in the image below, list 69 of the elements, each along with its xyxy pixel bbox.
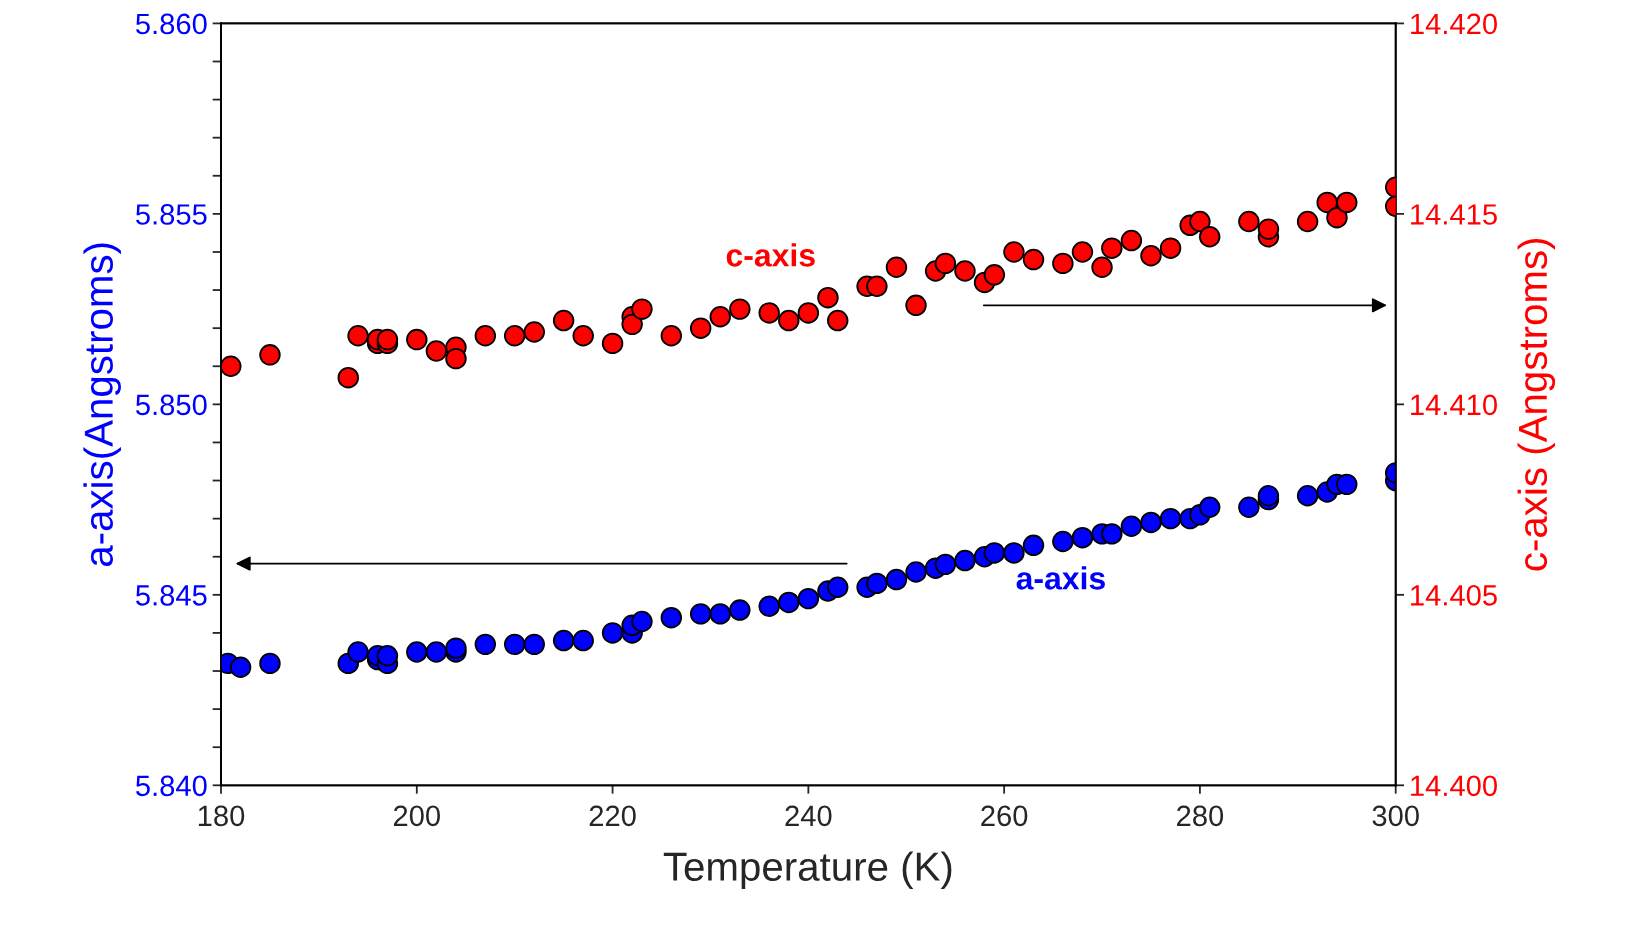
point xyxy=(797,302,820,324)
point xyxy=(1052,252,1074,275)
x-tick-label: 180 xyxy=(198,805,245,827)
y2-tick-label: 14.405 xyxy=(1411,585,1497,606)
point xyxy=(1316,191,1338,214)
point xyxy=(934,252,957,275)
y-tick-label: 5.860 xyxy=(136,13,207,35)
point xyxy=(905,294,927,317)
point xyxy=(347,325,369,347)
point xyxy=(778,309,800,332)
point xyxy=(631,298,653,320)
point xyxy=(689,317,712,339)
point xyxy=(572,325,594,347)
x-tick-label: 240 xyxy=(785,805,832,827)
point xyxy=(445,347,467,370)
point xyxy=(601,332,624,355)
point xyxy=(729,298,751,320)
annotation: c-axis xyxy=(726,243,815,267)
x-tick-label: 200 xyxy=(393,805,440,827)
point xyxy=(1022,248,1045,271)
y-tick-label: 5.840 xyxy=(136,775,207,797)
x-tick-label: 220 xyxy=(589,805,636,827)
point xyxy=(1091,256,1113,278)
x-axis-title: Temperature (K) xyxy=(663,851,952,889)
y2-axis-title: c-axis (Angstroms) xyxy=(1517,239,1556,571)
y2-tick-label: 14.410 xyxy=(1411,394,1497,416)
point xyxy=(1101,237,1123,259)
point xyxy=(523,321,545,343)
point xyxy=(954,260,976,282)
point xyxy=(1159,237,1182,259)
point xyxy=(425,340,448,362)
point xyxy=(337,366,359,389)
point xyxy=(758,302,780,324)
point xyxy=(826,309,849,332)
y2-tick-label: 14.420 xyxy=(1411,13,1497,35)
point xyxy=(1071,241,1094,263)
point xyxy=(1198,226,1221,248)
point xyxy=(1296,210,1319,233)
point xyxy=(406,328,428,351)
point xyxy=(866,275,888,297)
point xyxy=(709,306,731,328)
y-tick-label: 5.855 xyxy=(136,204,207,225)
point xyxy=(552,309,575,332)
y2-tick-label: 14.400 xyxy=(1411,775,1497,797)
annotation: a-axis xyxy=(1016,566,1105,590)
point xyxy=(817,286,839,309)
point xyxy=(660,325,683,347)
x-tick-label: 260 xyxy=(981,805,1028,827)
x-tick-label: 300 xyxy=(1372,805,1419,827)
point xyxy=(259,344,281,366)
point xyxy=(983,264,1006,286)
point xyxy=(1140,245,1162,267)
y-axis-title: a-axis(Angstroms) xyxy=(83,243,121,567)
point xyxy=(1189,210,1211,233)
point xyxy=(221,355,242,377)
point xyxy=(1238,210,1260,233)
x-tick-label: 280 xyxy=(1177,805,1224,827)
point xyxy=(1326,206,1348,229)
point xyxy=(621,313,643,336)
point xyxy=(1257,218,1280,240)
point xyxy=(474,325,497,347)
y-tick-label: 5.850 xyxy=(136,394,207,416)
y2-tick-label: 14.415 xyxy=(1411,204,1497,225)
y-tick-label: 5.845 xyxy=(136,585,207,606)
point xyxy=(503,325,526,347)
point xyxy=(885,256,908,278)
point xyxy=(1336,191,1358,214)
point xyxy=(1003,241,1025,263)
point xyxy=(1120,229,1143,252)
